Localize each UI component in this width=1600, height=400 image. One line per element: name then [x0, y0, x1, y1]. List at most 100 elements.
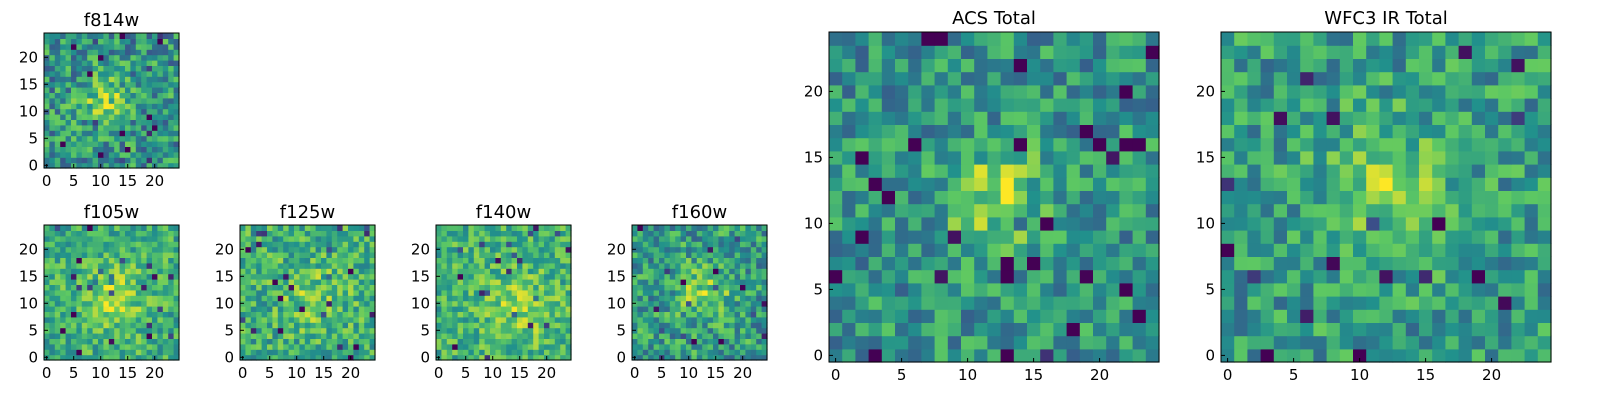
- heatmap-cell: [1432, 203, 1446, 218]
- heatmap-cell: [855, 111, 870, 125]
- heatmap-cell: [527, 316, 534, 323]
- heatmap-cell: [1119, 124, 1134, 139]
- heatmap-cell: [750, 322, 757, 329]
- heatmap-cell: [92, 65, 99, 72]
- heatmap-cell: [653, 300, 660, 307]
- heatmap-cell: [364, 300, 371, 307]
- plot-frame-f140w: [435, 224, 572, 361]
- heatmap-cell: [691, 354, 698, 361]
- heatmap-cell: [135, 300, 142, 307]
- heatmap-cell: [653, 235, 660, 242]
- heatmap-cell: [506, 295, 513, 302]
- heatmap-cell: [65, 130, 72, 137]
- heatmap-cell: [1079, 243, 1094, 257]
- heatmap-cell: [868, 348, 883, 363]
- heatmap-cell: [1013, 137, 1028, 152]
- heatmap-cell: [479, 306, 486, 312]
- heatmap-cell: [868, 269, 883, 284]
- heatmap-cell: [696, 289, 703, 296]
- heatmap-cell: [310, 354, 317, 361]
- heatmap-cell: [157, 92, 164, 99]
- heatmap-cell: [1405, 216, 1420, 231]
- heatmap-cell: [49, 225, 56, 231]
- heatmap-cell: [947, 243, 962, 257]
- heatmap-cell: [718, 343, 725, 350]
- heatmap-cell: [538, 349, 545, 356]
- heatmap-cell: [71, 141, 77, 147]
- heatmap-cell: [49, 262, 56, 269]
- heatmap-cell: [173, 311, 180, 318]
- heatmap-cell: [168, 108, 175, 115]
- heatmap-cell: [648, 327, 655, 334]
- heatmap-cell: [321, 257, 327, 264]
- heatmap-cell: [130, 87, 137, 93]
- heatmap-cell: [71, 114, 77, 120]
- heatmap-cell: [729, 289, 736, 296]
- heatmap-cell: [92, 322, 99, 329]
- heatmap-cell: [125, 151, 131, 158]
- heatmap-cell: [441, 279, 448, 285]
- heatmap-cell: [511, 225, 518, 231]
- heatmap-cell: [114, 130, 121, 137]
- heatmap-cell: [1458, 269, 1473, 284]
- heatmap-cell: [331, 322, 338, 329]
- heatmap-cell: [240, 235, 246, 242]
- heatmap-cell: [1471, 190, 1486, 205]
- heatmap-cell: [294, 327, 300, 334]
- heatmap-cell: [146, 124, 153, 131]
- heatmap-cell: [162, 349, 169, 356]
- heatmap-cell: [245, 333, 252, 339]
- heatmap-cell: [1040, 98, 1054, 112]
- heatmap-cell: [108, 114, 115, 120]
- heatmap-cell: [855, 124, 870, 139]
- heatmap-cell: [1287, 190, 1301, 205]
- heatmap-cell: [304, 279, 311, 285]
- heatmap-cell: [560, 241, 567, 248]
- heatmap-cell: [141, 38, 148, 45]
- heatmap-cell: [517, 235, 523, 242]
- heatmap-cell: [141, 241, 148, 248]
- heatmap-cell: [119, 316, 126, 323]
- heatmap-cell: [718, 349, 725, 356]
- heatmap-cell: [277, 246, 284, 253]
- heatmap-cell: [463, 295, 469, 302]
- heatmap-cell: [141, 295, 148, 302]
- heatmap-cell: [554, 333, 561, 339]
- heatmap-cell: [908, 164, 922, 178]
- heatmap-cell: [908, 190, 922, 205]
- heatmap-cell: [511, 316, 518, 323]
- heatmap-cell: [358, 338, 365, 345]
- heatmap-cell: [315, 327, 322, 334]
- heatmap-cell: [1053, 282, 1068, 297]
- heatmap-cell: [868, 335, 883, 350]
- heatmap-cell: [71, 316, 77, 323]
- heatmap-cell: [511, 349, 518, 356]
- heatmap-cell: [92, 306, 99, 312]
- heatmap-cell: [348, 246, 354, 253]
- heatmap-cell: [299, 343, 306, 350]
- heatmap-cell: [119, 230, 126, 237]
- heatmap-cell: [348, 338, 354, 345]
- heatmap-cell: [76, 65, 83, 72]
- heatmap-cell: [961, 124, 975, 139]
- heatmap-cell: [98, 316, 104, 323]
- heatmap-cell: [119, 333, 126, 339]
- heatmap-cell: [1013, 282, 1028, 297]
- heatmap-cell: [92, 225, 99, 231]
- heatmap-cell: [326, 225, 333, 231]
- heatmap-cell: [756, 241, 763, 248]
- heatmap-cell: [517, 257, 523, 264]
- heatmap-cell: [517, 343, 523, 350]
- heatmap-cell: [707, 284, 714, 291]
- heatmap-cell: [1379, 190, 1394, 205]
- heatmap-cell: [1027, 203, 1041, 218]
- heatmap-cell: [648, 354, 655, 361]
- heatmap-cell: [463, 279, 469, 285]
- heatmap-cell: [54, 33, 61, 39]
- heatmap-cell: [664, 225, 671, 231]
- heatmap-cell: [560, 235, 567, 242]
- heatmap-cell: [1079, 309, 1094, 323]
- heatmap-cell: [141, 338, 148, 345]
- heatmap-cell: [1132, 124, 1147, 139]
- heatmap-cell: [1132, 335, 1147, 350]
